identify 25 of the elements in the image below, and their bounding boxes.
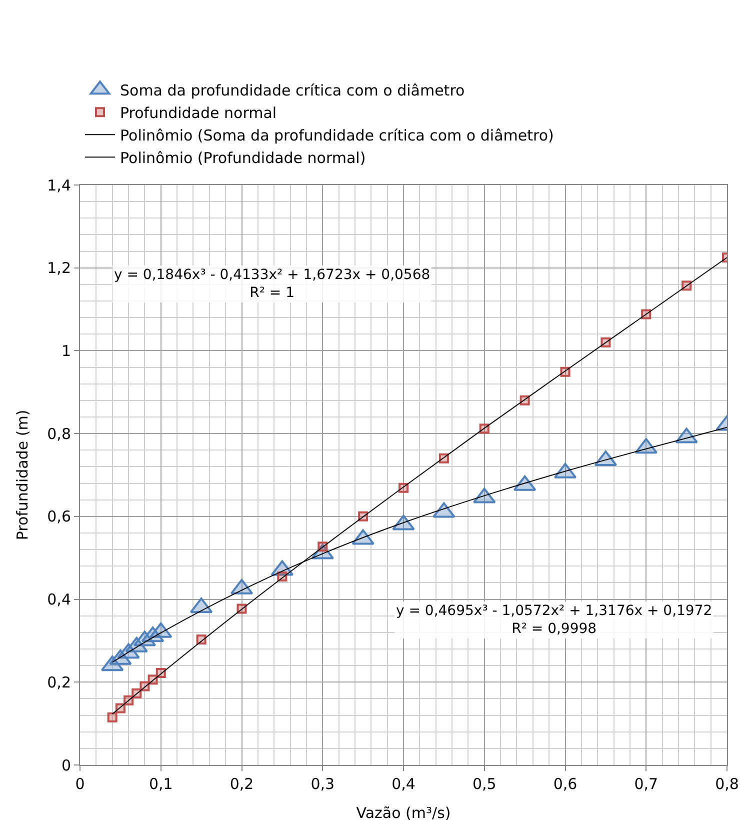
y-tick-label: 0 xyxy=(61,756,71,774)
y-tick-label: 1,2 xyxy=(47,259,71,278)
legend-label: Polinômio (Soma da profundidade crítica com o diâmetro) xyxy=(120,126,554,144)
x-tick-label: 0,8 xyxy=(715,775,739,793)
y-tick-label: 0,4 xyxy=(47,590,71,609)
x-axis-title: Vazão (m³/s) xyxy=(356,804,451,822)
x-tick-label: 0,1 xyxy=(148,775,173,793)
x-tick-label: 0,6 xyxy=(553,775,578,793)
x-tick-label: 0,7 xyxy=(634,775,658,793)
x-tick-label: 0,4 xyxy=(392,775,416,793)
annotation: y = 0,4695x³ - 1,0572x² + 1,3176x + 0,1972 R² = 0,9998 xyxy=(396,603,712,638)
legend-label: Profundidade normal xyxy=(120,104,277,122)
x-tick-label: 0,2 xyxy=(230,775,254,793)
y-tick-label: 1 xyxy=(61,342,71,360)
x-tick-label: 0,3 xyxy=(310,775,335,793)
x-tick-label: 0,5 xyxy=(472,775,496,793)
y-tick-label: 0,8 xyxy=(47,424,71,443)
y-axis-title: Profundidade (m) xyxy=(13,410,32,540)
annotation: y = 0,1846x³ - 0,4133x² + 1,6723x + 0,0568 R² = 1 xyxy=(114,267,430,302)
legend-label: Soma da profundidade crítica com o diâmetro xyxy=(120,82,465,100)
legend-label: Polinômio (Profundidade normal) xyxy=(120,149,366,167)
x-tick-label: 0 xyxy=(75,775,85,793)
y-tick-label: 1,4 xyxy=(47,176,71,194)
y-tick-label: 0,6 xyxy=(47,508,71,526)
y-tick-label: 0,2 xyxy=(47,673,71,692)
